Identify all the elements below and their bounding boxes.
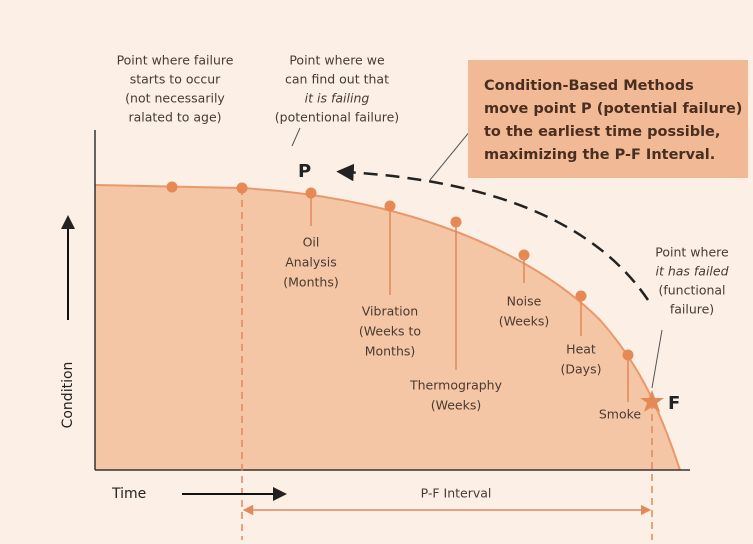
annotation: Point where bbox=[655, 245, 729, 260]
annotation: (functional bbox=[658, 283, 725, 298]
annotation: Point where failure bbox=[117, 53, 234, 68]
p-label: P bbox=[298, 161, 311, 182]
method-label: Noise bbox=[507, 294, 542, 309]
method-label: Vibration bbox=[362, 304, 418, 319]
method-label: Analysis bbox=[285, 255, 337, 270]
method-label: Heat bbox=[566, 342, 596, 357]
y-axis-label: Condition bbox=[60, 362, 76, 429]
callout-line: to the earliest time possible, bbox=[484, 124, 720, 140]
pointer bbox=[429, 124, 476, 181]
callout-line: move point P (potential failure) bbox=[484, 101, 742, 117]
annotation: ralated to age) bbox=[128, 110, 221, 125]
stems bbox=[310, 193, 629, 402]
annotations: Point where failure starts to occur (not… bbox=[117, 53, 729, 317]
method-label: (Days) bbox=[561, 362, 602, 377]
method-label: (Months) bbox=[283, 275, 338, 290]
callout-box bbox=[468, 60, 748, 178]
callout-line: Condition-Based Methods bbox=[484, 78, 694, 94]
callout: Condition-Based Methods move point P (po… bbox=[484, 78, 742, 163]
method-label: Smoke bbox=[599, 407, 642, 422]
points bbox=[166, 181, 634, 361]
annotation: Point where we bbox=[289, 53, 385, 68]
annotation: (not necessarily bbox=[125, 91, 225, 106]
annotation: it is failing bbox=[305, 91, 370, 106]
method-label: (Weeks to bbox=[359, 324, 421, 339]
method-label: Oil bbox=[303, 235, 320, 250]
annotation: (potentional failure) bbox=[275, 110, 399, 125]
methods: Oil Analysis (Months) Vibration (Weeks t… bbox=[283, 235, 641, 422]
method-label: (Weeks) bbox=[431, 398, 482, 413]
method-label: (Weeks) bbox=[499, 314, 550, 329]
method-label: Thermography bbox=[409, 378, 503, 393]
annotation: failure) bbox=[670, 302, 714, 317]
interval-label: P-F Interval bbox=[421, 486, 492, 501]
failure-star bbox=[640, 390, 664, 412]
annotation: can find out that bbox=[285, 72, 389, 87]
pointer bbox=[291, 127, 301, 147]
callout-line: maximizing the P-F Interval. bbox=[484, 147, 715, 163]
annotation: starts to occur bbox=[130, 72, 221, 87]
x-axis-label: Time bbox=[111, 486, 146, 502]
method-label: Months) bbox=[365, 344, 416, 359]
f-label: F bbox=[668, 393, 680, 414]
annotation: it has failed bbox=[655, 264, 728, 279]
pointer bbox=[651, 329, 663, 389]
